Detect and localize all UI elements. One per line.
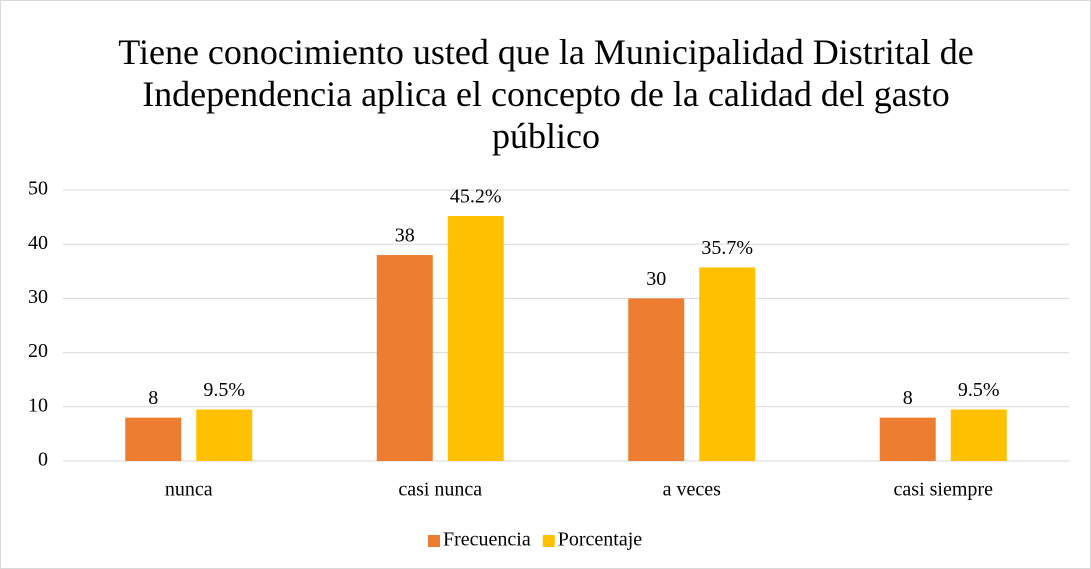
legend-swatch bbox=[542, 535, 555, 547]
data-label: 45.2% bbox=[450, 186, 502, 208]
y-tick-label: 20 bbox=[28, 340, 48, 362]
y-tick-label: 10 bbox=[28, 394, 48, 416]
data-label: 8 bbox=[903, 387, 913, 409]
x-tick-label: nunca bbox=[165, 479, 213, 501]
chart-title: Tiene conocimiento usted que la Municipa… bbox=[118, 32, 974, 156]
data-label: 9.5% bbox=[958, 379, 1000, 401]
data-label: 8 bbox=[148, 387, 158, 409]
data-label: 9.5% bbox=[203, 379, 245, 401]
bar bbox=[447, 216, 504, 461]
bar bbox=[196, 409, 253, 461]
y-tick-label: 0 bbox=[38, 449, 48, 471]
data-label: 30 bbox=[646, 268, 666, 290]
bar bbox=[628, 298, 685, 461]
bar bbox=[376, 255, 433, 461]
legend-label: Porcentaje bbox=[558, 529, 643, 551]
y-tick-label: 40 bbox=[28, 232, 48, 254]
x-tick-label: a veces bbox=[663, 479, 722, 501]
bar bbox=[950, 409, 1007, 461]
x-tick-label: casi nunca bbox=[398, 479, 482, 501]
bar bbox=[699, 267, 756, 461]
data-label: 35.7% bbox=[701, 237, 753, 259]
x-tick-label: casi siempre bbox=[894, 479, 994, 501]
legend-label: Frecuencia bbox=[443, 529, 531, 551]
y-tick-label: 50 bbox=[28, 178, 48, 200]
bar bbox=[125, 417, 182, 461]
bar bbox=[879, 417, 936, 461]
y-tick-label: 30 bbox=[28, 286, 48, 308]
data-label: 38 bbox=[395, 225, 415, 247]
legend-swatch bbox=[428, 535, 440, 547]
